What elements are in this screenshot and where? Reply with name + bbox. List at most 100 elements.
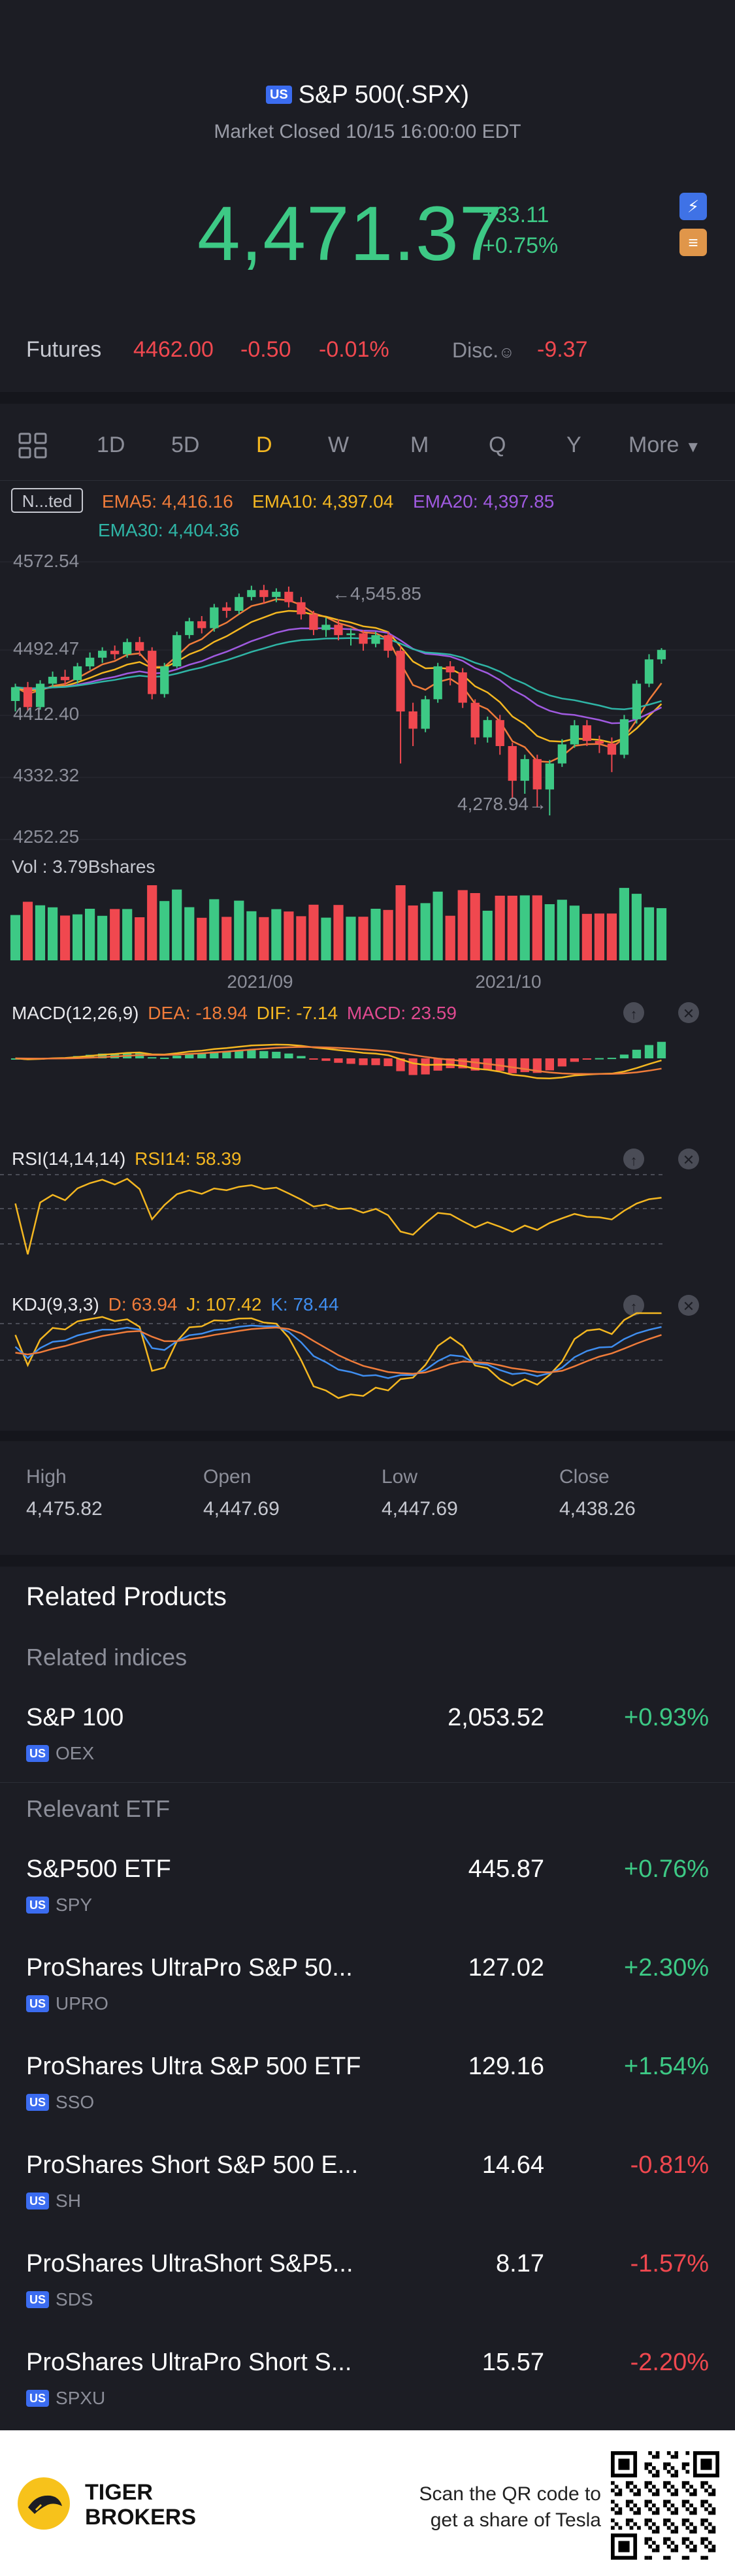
qr-module bbox=[700, 2556, 705, 2560]
qr-module bbox=[663, 2485, 667, 2489]
rsi-close-icon[interactable]: ✕ bbox=[678, 1149, 699, 1169]
macd-bar bbox=[495, 1058, 504, 1071]
tab-m[interactable]: M bbox=[410, 432, 429, 457]
product-price: 15.57 bbox=[482, 2349, 544, 2376]
relevant-etf-label: Relevant ETF bbox=[26, 1795, 171, 1822]
candle bbox=[582, 720, 591, 747]
volume-bar bbox=[507, 896, 517, 960]
candle bbox=[110, 645, 120, 660]
volume-bar bbox=[296, 916, 306, 960]
kdj-title: KDJ(9,3,3) bbox=[12, 1294, 99, 1314]
change-percent: +0.75% bbox=[482, 233, 559, 258]
y-tick-5: 4252.25 bbox=[13, 826, 79, 847]
tab-w[interactable]: W bbox=[328, 432, 350, 457]
candle-body bbox=[570, 725, 579, 745]
volume-bar bbox=[184, 907, 195, 960]
layers-icon[interactable]: ≡ bbox=[679, 229, 707, 256]
discount-label[interactable]: Disc.☺ bbox=[452, 338, 515, 363]
macd-settings-icon[interactable]: ↑ bbox=[623, 1002, 644, 1023]
rsi-line bbox=[14, 1177, 662, 1255]
macd-bar bbox=[272, 1051, 281, 1058]
volume-bar bbox=[631, 894, 642, 960]
qr-module bbox=[704, 2500, 708, 2504]
candle bbox=[23, 681, 33, 711]
volume-bar bbox=[358, 917, 368, 960]
macd-bar bbox=[359, 1058, 368, 1066]
volume-bar bbox=[22, 902, 33, 960]
qr-module bbox=[666, 2488, 671, 2492]
qr-module bbox=[644, 2466, 649, 2470]
product-ticker: OEX bbox=[56, 1743, 95, 1763]
kdj-settings-icon[interactable]: ↑ bbox=[623, 1295, 644, 1316]
dif-line bbox=[15, 1043, 662, 1079]
grid-icon[interactable] bbox=[18, 432, 47, 459]
qr-module bbox=[711, 2492, 716, 2496]
candle-body bbox=[123, 642, 132, 655]
macd-dea: DEA: -18.94 bbox=[148, 1003, 248, 1023]
adjust-toggle[interactable] bbox=[11, 488, 83, 513]
macd-bar bbox=[284, 1053, 293, 1058]
rsi-settings-icon[interactable]: ↑ bbox=[623, 1149, 644, 1169]
qr-module bbox=[674, 2470, 679, 2474]
qr-module bbox=[674, 2526, 679, 2530]
kdj-close-icon[interactable]: ✕ bbox=[678, 1295, 699, 1316]
qr-module bbox=[708, 2485, 712, 2489]
tab-more-label: More bbox=[629, 432, 679, 457]
qr-module bbox=[685, 2519, 690, 2522]
macd-bar bbox=[247, 1050, 256, 1058]
candle bbox=[235, 593, 244, 615]
qr-code[interactable] bbox=[611, 2451, 719, 2560]
qr-module bbox=[666, 2556, 671, 2560]
qr-module bbox=[666, 2500, 671, 2504]
candle-body bbox=[247, 590, 256, 597]
qr-module bbox=[670, 2541, 675, 2545]
qr-module bbox=[693, 2548, 697, 2552]
instrument-title: US S&P 500(.SPX) bbox=[0, 81, 735, 109]
qr-module bbox=[655, 2473, 660, 2478]
low-marker: 4,278.94→ bbox=[457, 794, 547, 814]
macd-bar bbox=[384, 1058, 393, 1066]
product-change: +1.54% bbox=[624, 2053, 709, 2080]
candle-body bbox=[309, 614, 318, 630]
last-price: 4,471.37 bbox=[197, 191, 503, 277]
qr-module bbox=[685, 2500, 690, 2504]
qr-module bbox=[689, 2548, 693, 2552]
info-icon[interactable]: ☺ bbox=[498, 344, 515, 361]
product-ticker-line: US SH bbox=[26, 2191, 81, 2211]
list-item[interactable]: S&P 100 US OEX 2,053.52 +0.93% bbox=[0, 1686, 735, 1784]
qr-module bbox=[681, 2500, 686, 2504]
list-item[interactable]: ProShares UltraShort S&P5... US SDS 8.17 … bbox=[0, 2232, 735, 2330]
tab-5d[interactable]: 5D bbox=[171, 432, 200, 457]
list-item[interactable]: S&P500 ETF US SPY 445.87 +0.76% bbox=[0, 1837, 735, 1935]
qr-module bbox=[644, 2462, 649, 2466]
qr-module bbox=[648, 2545, 652, 2549]
price-change: +33.11 +0.75% bbox=[482, 200, 558, 261]
qr-module bbox=[666, 2481, 671, 2485]
tab-q[interactable]: Q bbox=[489, 432, 506, 457]
list-item[interactable]: ProShares UltraPro S&P 50... US UPRO 127.… bbox=[0, 1936, 735, 2034]
macd-value: MACD: 23.59 bbox=[347, 1003, 457, 1023]
tab-y[interactable]: Y bbox=[566, 432, 581, 457]
qr-module bbox=[689, 2522, 693, 2526]
candle bbox=[532, 755, 542, 807]
volume-bar bbox=[433, 891, 443, 960]
low-marker-value: 4,278.94 bbox=[457, 794, 529, 814]
list-item[interactable]: ProShares Ultra S&P 500 ETF US SSO 129.16… bbox=[0, 2034, 735, 2132]
kline-chart[interactable]: N...ted EMA5: 4,416.16 EMA10: 4,397.04 E… bbox=[0, 483, 735, 1422]
tab-more[interactable]: More ▼ bbox=[629, 432, 701, 458]
lightning-icon[interactable]: ⚡ bbox=[679, 193, 707, 220]
qr-module bbox=[674, 2492, 679, 2496]
volume-bar bbox=[495, 896, 505, 960]
list-item[interactable]: ProShares Short S&P 500 E... US SH 14.64 … bbox=[0, 2133, 735, 2231]
discount-label-text: Disc. bbox=[452, 338, 499, 362]
candle bbox=[321, 617, 331, 637]
related-products-title: Related Products bbox=[26, 1582, 227, 1611]
qr-module bbox=[708, 2522, 712, 2526]
tab-d[interactable]: D bbox=[256, 432, 272, 457]
list-item[interactable]: ProShares UltraPro Short S... US SPXU 15.… bbox=[0, 2330, 735, 2428]
kdj-k: K: 78.44 bbox=[270, 1294, 338, 1314]
qr-module bbox=[681, 2481, 686, 2485]
tab-1d[interactable]: 1D bbox=[97, 432, 125, 457]
candle-body bbox=[259, 590, 269, 597]
macd-close-icon[interactable]: ✕ bbox=[678, 1002, 699, 1023]
